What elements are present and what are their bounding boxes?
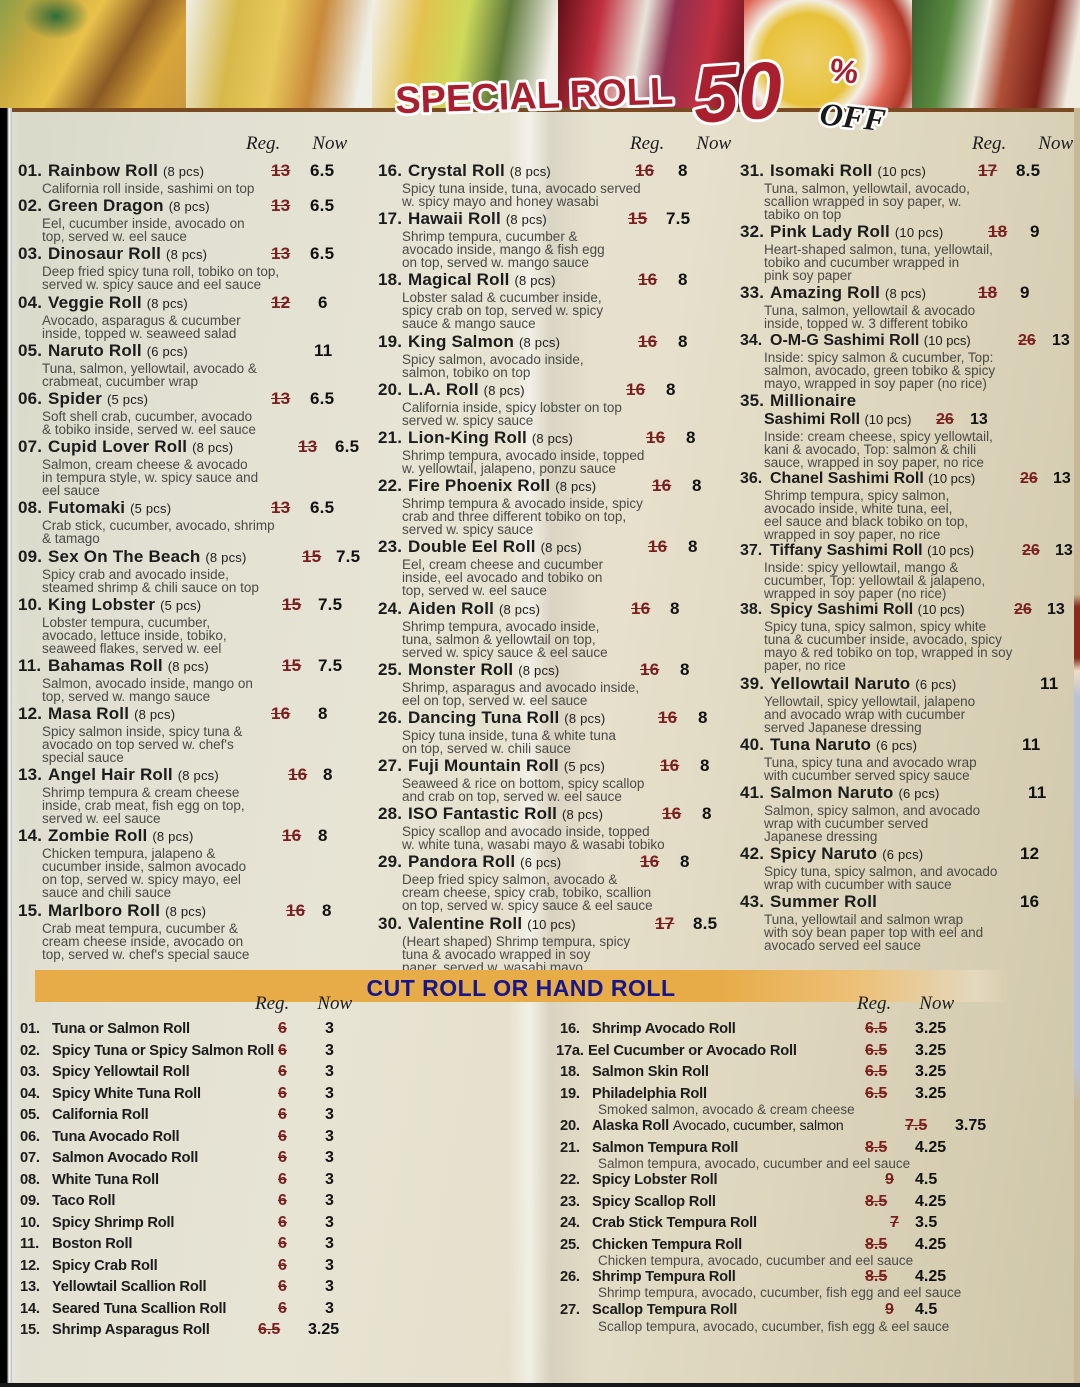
svg-text:%: % [828,51,861,91]
svg-text:50: 50 [690,45,785,130]
svg-text:SPECIAL ROLL: SPECIAL ROLL [395,71,674,123]
svg-text:OFF: OFF [818,95,887,130]
